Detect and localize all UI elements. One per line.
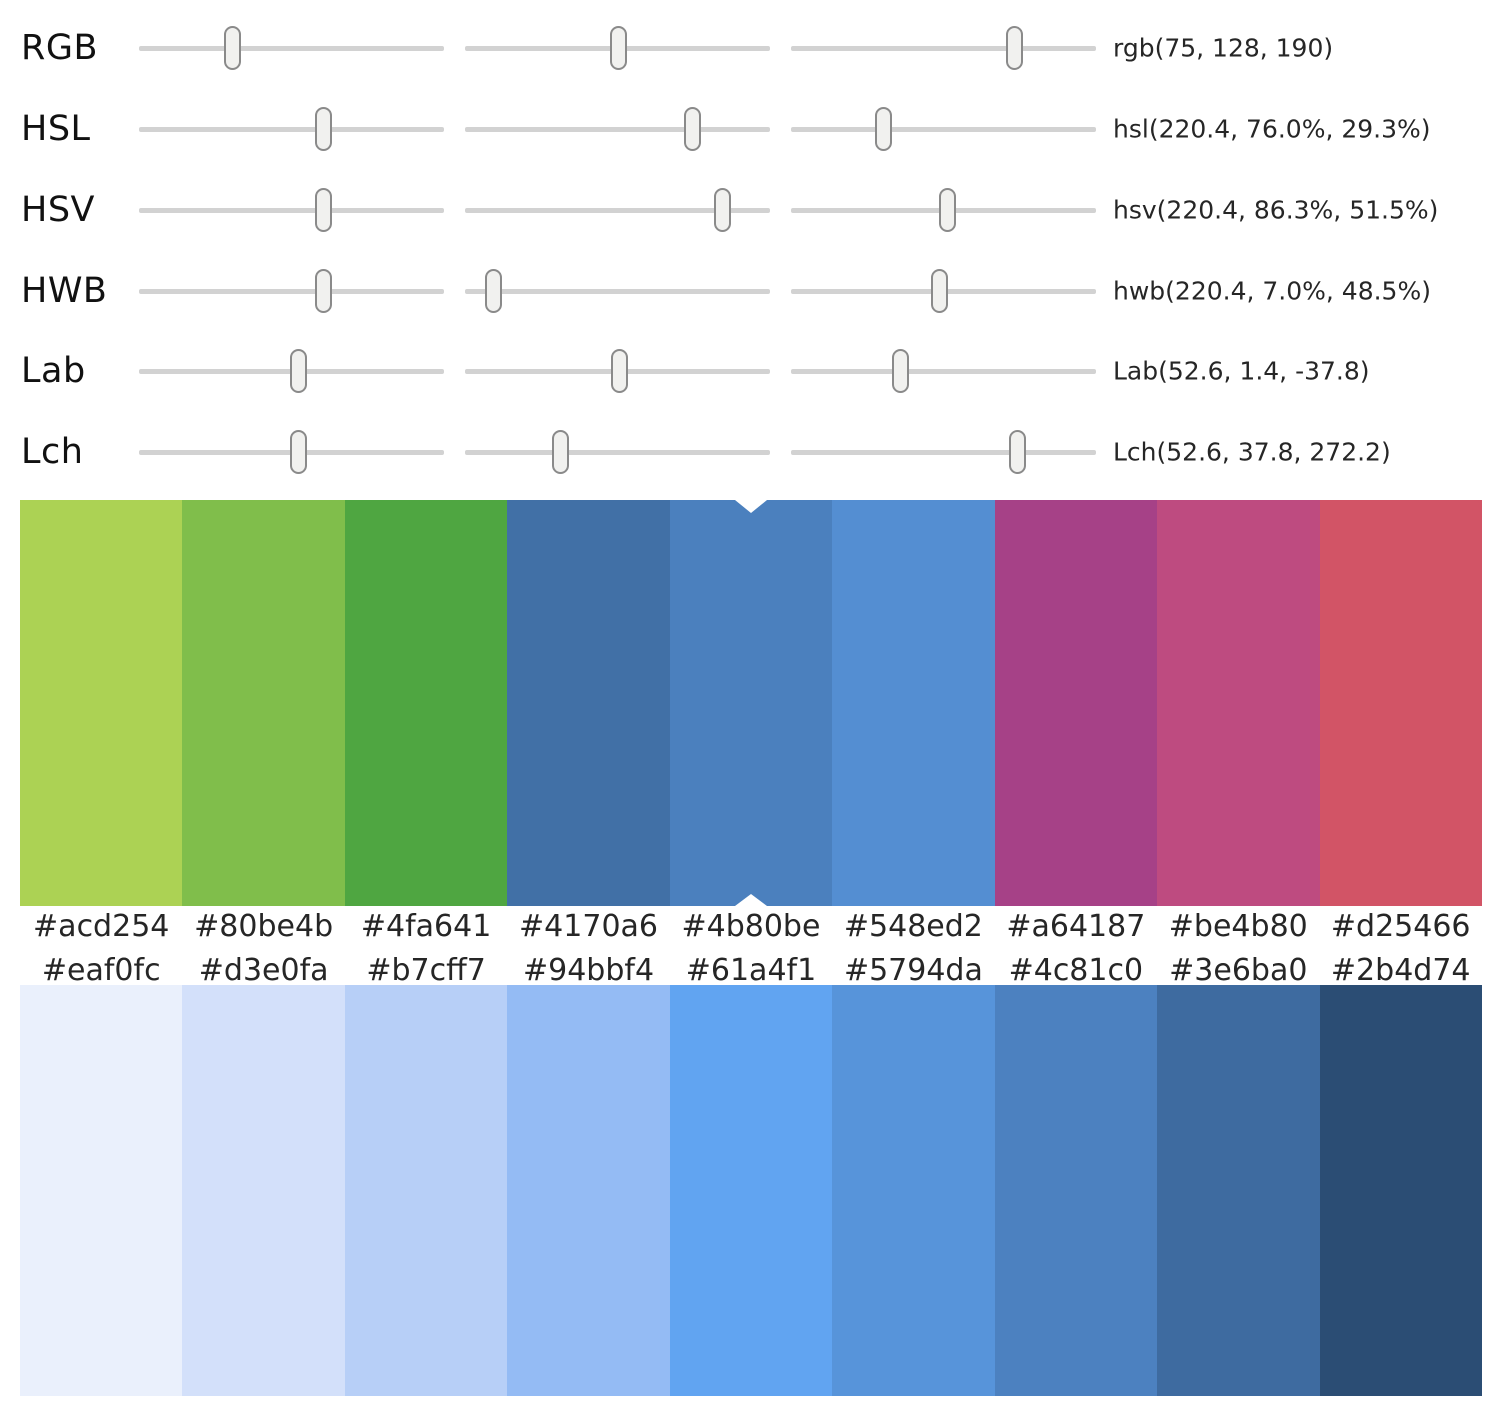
lightness-hex-label-8: #3e6ba0 (1169, 952, 1308, 988)
slider-row-hsv: HSV hsv(220.4, 86.3%, 51.5%) (0, 162, 1501, 258)
rgb-blue-slider-track[interactable] (791, 26, 1096, 70)
hsv-saturation-slider-track[interactable] (465, 188, 770, 232)
hsv-hue-slider-thumb[interactable] (315, 188, 333, 232)
hue-swatch-6[interactable] (832, 500, 995, 906)
slider-row-lch: Lch Lch(52.6, 37.8, 272.2) (0, 404, 1501, 500)
hue-swatch-8[interactable] (1157, 500, 1320, 906)
lch-l-slider-thumb[interactable] (290, 430, 308, 474)
hwb-hue-slider-track[interactable] (139, 269, 444, 313)
selected-swatch-notch-top-icon (734, 500, 767, 513)
hwb-hue-slider-thumb[interactable] (315, 269, 333, 313)
lightness-swatch-1[interactable] (20, 985, 183, 1396)
hsl-lightness-slider-thumb[interactable] (875, 107, 893, 151)
lab-value-text: Lab(52.6, 1.4, -37.8) (1113, 356, 1370, 386)
hue-swatch-1[interactable] (20, 500, 183, 906)
hue-swatch-7[interactable] (994, 500, 1158, 906)
lightness-swatch-8[interactable] (1157, 985, 1320, 1396)
lightness-hex-label-7: #4c81c0 (1008, 952, 1144, 988)
lightness-swatch-6[interactable] (832, 985, 995, 1396)
lightness-swatch-4[interactable] (507, 985, 670, 1396)
hsl-saturation-slider-track[interactable] (465, 107, 770, 151)
hsl-value-text: hsl(220.4, 76.0%, 29.3%) (1113, 114, 1431, 144)
hue-swatch-4[interactable] (507, 500, 670, 906)
hsl-saturation-slider-thumb[interactable] (683, 107, 701, 151)
lightness-swatch-5[interactable] (669, 985, 833, 1396)
slider-row-hwb: HWB hwb(220.4, 7.0%, 48.5%) (0, 243, 1501, 339)
slider-row-hsl: HSL hsl(220.4, 76.0%, 29.3%) (0, 81, 1501, 177)
hue-hex-label-6: #548ed2 (843, 908, 983, 944)
hue-hex-label-7: #a64187 (1006, 908, 1146, 944)
lightness-hex-label-2: #d3e0fa (198, 952, 329, 988)
hue-hex-label-4: #4170a6 (519, 908, 659, 944)
lightness-hex-label-3: #b7cff7 (366, 952, 486, 988)
hue-hex-label-1: #acd254 (33, 908, 170, 944)
lch-h-slider-track[interactable] (791, 430, 1096, 474)
rgb-green-slider-track[interactable] (465, 26, 770, 70)
hue-hex-label-row: #acd254 #80be4b #4fa641 #4170a6 #4b80be … (20, 906, 1482, 946)
hue-swatch-2[interactable] (182, 500, 345, 906)
lab-l-slider-track[interactable] (139, 349, 444, 393)
rgb-blue-slider-thumb[interactable] (1005, 26, 1023, 70)
lab-b-slider-track[interactable] (791, 349, 1096, 393)
rgb-value-text: rgb(75, 128, 190) (1113, 33, 1334, 63)
hue-swatch-9[interactable] (1319, 500, 1482, 906)
lch-h-slider-thumb[interactable] (1008, 430, 1026, 474)
lch-row-label: Lch (21, 432, 84, 472)
hsl-hue-slider-track[interactable] (139, 107, 444, 151)
lightness-hex-label-6: #5794da (843, 952, 983, 988)
color-sliders-panel: RGB rgb(75, 128, 190) HSL hsl(220.4, 76.… (0, 0, 1501, 500)
lightness-hex-label-1: #eaf0fc (41, 952, 161, 988)
hue-palette-strip (20, 500, 1482, 906)
hue-hex-label-3: #4fa641 (360, 908, 492, 944)
hwb-whiteness-slider-track[interactable] (465, 269, 770, 313)
lch-c-slider-thumb[interactable] (551, 430, 569, 474)
lab-l-slider-thumb[interactable] (290, 349, 308, 393)
lightness-hex-label-4: #94bbf4 (523, 952, 655, 988)
lightness-hex-label-5: #61a4f1 (685, 952, 817, 988)
lightness-hex-label-9: #2b4d74 (1330, 952, 1471, 988)
slider-row-lab: Lab Lab(52.6, 1.4, -37.8) (0, 323, 1501, 419)
rgb-red-slider-track[interactable] (139, 26, 444, 70)
lightness-palette-strip (20, 985, 1482, 1396)
lab-a-slider-thumb[interactable] (610, 349, 628, 393)
hue-swatch-5-selected[interactable] (669, 500, 833, 906)
lab-row-label: Lab (21, 351, 86, 391)
lightness-swatch-9[interactable] (1319, 985, 1482, 1396)
lab-b-slider-thumb[interactable] (892, 349, 910, 393)
hsl-lightness-slider-track[interactable] (791, 107, 1096, 151)
rgb-red-slider-thumb[interactable] (223, 26, 241, 70)
lightness-swatch-3[interactable] (344, 985, 508, 1396)
hue-swatch-3[interactable] (344, 500, 508, 906)
hsv-value-slider-track[interactable] (791, 188, 1096, 232)
selected-swatch-notch-bottom-icon (734, 894, 767, 906)
hwb-blackness-slider-thumb[interactable] (930, 269, 948, 313)
hsv-saturation-slider-thumb[interactable] (713, 188, 731, 232)
rgb-row-label: RGB (21, 28, 98, 68)
lch-l-slider-track[interactable] (139, 430, 444, 474)
hwb-blackness-slider-track[interactable] (791, 269, 1096, 313)
hsv-row-label: HSV (21, 190, 95, 230)
hsv-value-text: hsv(220.4, 86.3%, 51.5%) (1113, 195, 1439, 225)
hsv-value-slider-thumb[interactable] (939, 188, 957, 232)
lab-a-slider-track[interactable] (465, 349, 770, 393)
hue-hex-label-2: #80be4b (194, 908, 334, 944)
hsl-hue-slider-thumb[interactable] (315, 107, 333, 151)
lightness-swatch-7[interactable] (994, 985, 1158, 1396)
hue-hex-label-9: #d25466 (1330, 908, 1471, 944)
lightness-swatch-2[interactable] (182, 985, 345, 1396)
lch-value-text: Lch(52.6, 37.8, 272.2) (1113, 437, 1391, 467)
lch-c-slider-track[interactable] (465, 430, 770, 474)
hwb-value-text: hwb(220.4, 7.0%, 48.5%) (1113, 276, 1431, 306)
rgb-green-slider-thumb[interactable] (609, 26, 627, 70)
slider-row-rgb: RGB rgb(75, 128, 190) (0, 0, 1501, 96)
hsv-hue-slider-track[interactable] (139, 188, 444, 232)
hwb-row-label: HWB (21, 271, 108, 311)
hue-hex-label-8: #be4b80 (1168, 908, 1308, 944)
hue-hex-label-5: #4b80be (681, 908, 821, 944)
lightness-hex-label-row: #eaf0fc #d3e0fa #b7cff7 #94bbf4 #61a4f1 … (20, 950, 1482, 990)
hwb-whiteness-slider-thumb[interactable] (485, 269, 503, 313)
hsl-row-label: HSL (21, 109, 91, 149)
